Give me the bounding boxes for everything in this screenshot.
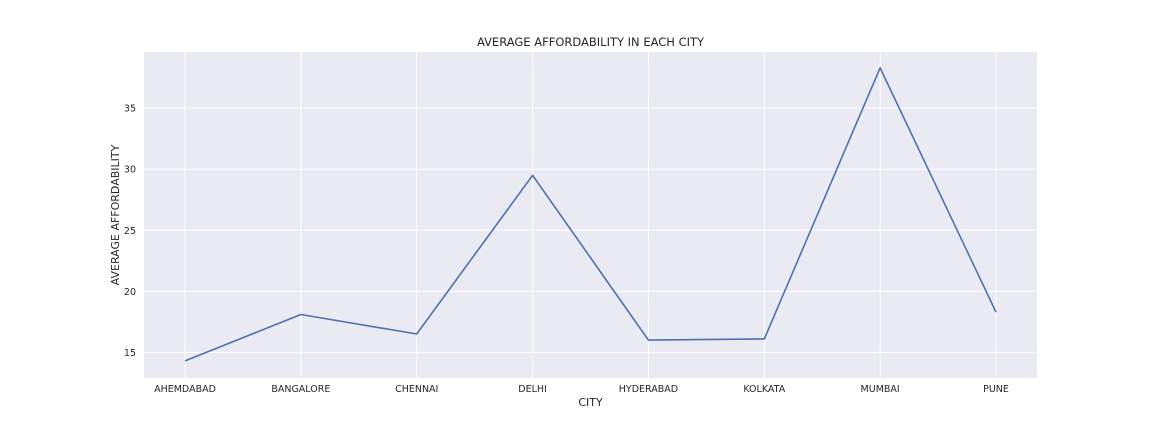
x-axis-label: CITY — [578, 396, 603, 409]
y-axis-ticks: 15 20 25 30 35 — [124, 104, 136, 359]
plot-area — [144, 52, 1037, 378]
series-line-average-affordability — [184, 67, 997, 362]
x-tick-label: PUNE — [983, 384, 1009, 395]
grid-lines — [144, 52, 1037, 378]
y-tick-label: 35 — [124, 104, 136, 115]
y-tick-label: 20 — [124, 287, 136, 298]
x-axis-ticks: AHEMDABAD BANGALORE CHENNAI DELHI HYDERABAD K… — [154, 384, 1009, 395]
x-tick-label: KOLKATA — [743, 384, 785, 395]
x-tick-label: DELHI — [518, 384, 547, 395]
x-tick-label: BANGALORE — [271, 384, 330, 395]
y-tick-label: 25 — [124, 226, 136, 237]
y-tick-label: 30 — [124, 165, 136, 176]
y-axis-label: AVERAGE AFFORDABILITY — [109, 144, 122, 285]
x-tick-label: HYDERABAD — [619, 384, 678, 395]
x-tick-label: CHENNAI — [395, 384, 438, 395]
y-tick-label: 15 — [124, 348, 136, 359]
x-tick-label: MUMBAI — [861, 384, 900, 395]
chart-title: AVERAGE AFFORDABILITY IN EACH CITY — [477, 35, 705, 49]
x-tick-label: AHEMDABAD — [154, 384, 216, 395]
